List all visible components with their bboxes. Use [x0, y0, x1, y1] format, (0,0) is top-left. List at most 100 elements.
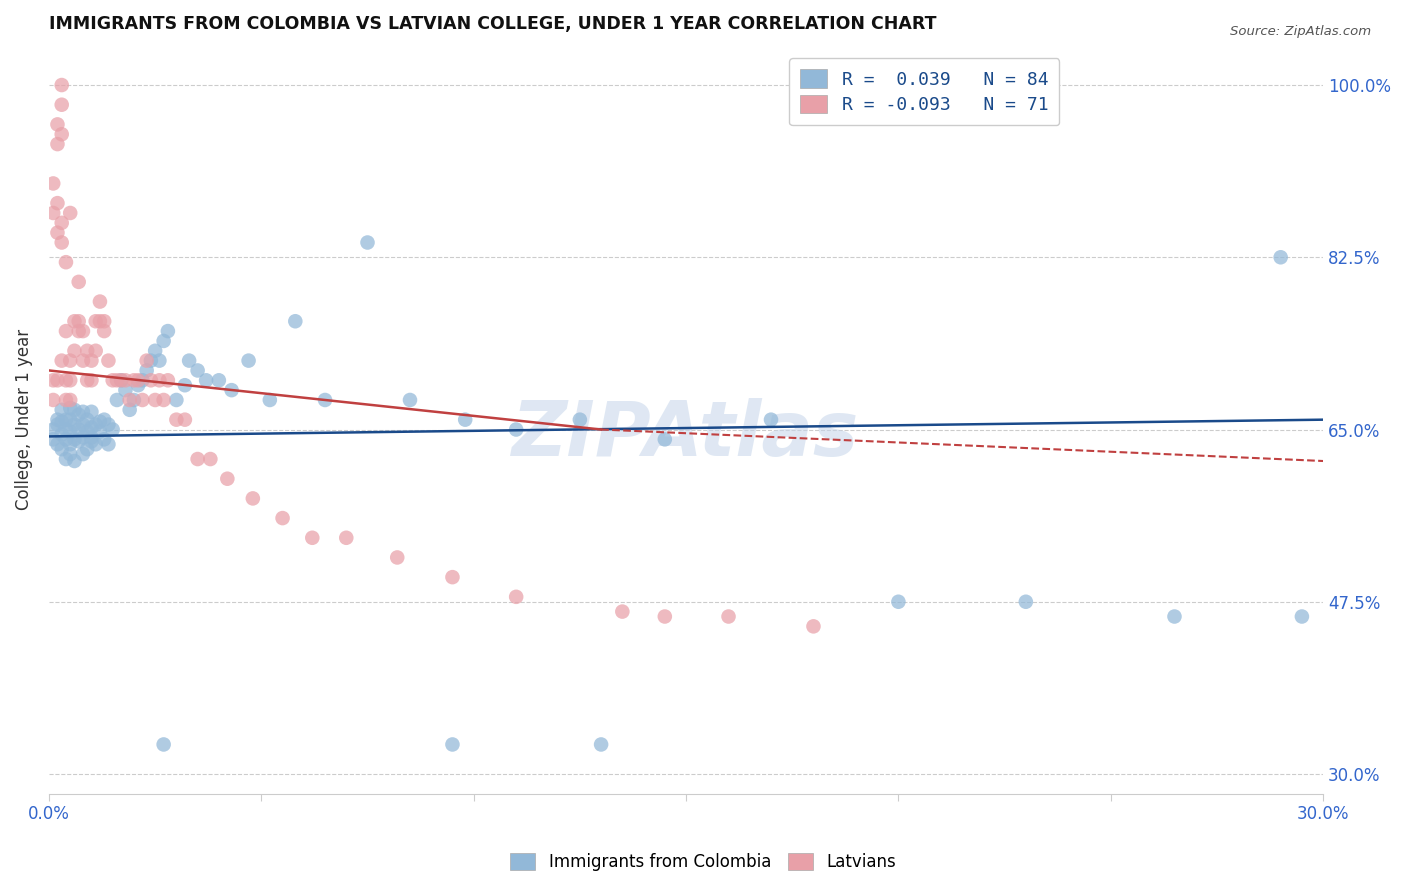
- Point: [89, 314, 111, 328]
- Point: [131, 373, 153, 387]
- Point: [55, 392, 77, 407]
- Point: [387, 550, 409, 565]
- Y-axis label: College, Under 1 year: College, Under 1 year: [15, 329, 32, 510]
- Point: [80, 373, 103, 387]
- Point: [59, 353, 82, 368]
- Point: [46, 137, 69, 152]
- Point: [42, 206, 65, 220]
- Point: [63, 433, 86, 447]
- Point: [80, 353, 103, 368]
- Point: [105, 373, 128, 387]
- Point: [97, 417, 120, 432]
- Point: [1163, 609, 1185, 624]
- Point: [143, 392, 166, 407]
- Point: [335, 531, 357, 545]
- Point: [42, 177, 65, 191]
- Point: [51, 78, 73, 92]
- Point: [51, 235, 73, 250]
- Point: [93, 412, 115, 426]
- Point: [80, 434, 103, 449]
- Point: [42, 373, 65, 387]
- Point: [717, 609, 740, 624]
- Point: [173, 378, 195, 392]
- Point: [67, 314, 90, 328]
- Point: [63, 314, 86, 328]
- Point: [612, 605, 634, 619]
- Point: [187, 363, 209, 377]
- Point: [67, 324, 90, 338]
- Point: [97, 353, 120, 368]
- Point: [72, 324, 94, 338]
- Point: [67, 434, 90, 449]
- Point: [165, 392, 187, 407]
- Point: [654, 433, 676, 447]
- Point: [63, 454, 86, 468]
- Point: [173, 412, 195, 426]
- Point: [84, 437, 107, 451]
- Point: [55, 423, 77, 437]
- Point: [156, 324, 179, 338]
- Point: [195, 373, 218, 387]
- Point: [84, 343, 107, 358]
- Point: [122, 373, 145, 387]
- Point: [1291, 609, 1313, 624]
- Point: [51, 97, 73, 112]
- Point: [76, 442, 98, 457]
- Point: [148, 353, 170, 368]
- Point: [51, 415, 73, 429]
- Point: [55, 433, 77, 447]
- Point: [441, 738, 464, 752]
- Point: [76, 425, 98, 439]
- Point: [399, 392, 422, 407]
- Point: [122, 392, 145, 407]
- Point: [63, 343, 86, 358]
- Point: [76, 412, 98, 426]
- Point: [135, 353, 157, 368]
- Point: [51, 216, 73, 230]
- Point: [42, 392, 65, 407]
- Point: [314, 392, 336, 407]
- Point: [131, 392, 153, 407]
- Point: [67, 408, 90, 422]
- Point: [84, 417, 107, 432]
- Point: [55, 452, 77, 467]
- Point: [72, 353, 94, 368]
- Point: [51, 128, 73, 142]
- Point: [271, 511, 294, 525]
- Point: [1270, 250, 1292, 264]
- Point: [55, 373, 77, 387]
- Point: [105, 392, 128, 407]
- Point: [55, 324, 77, 338]
- Point: [179, 353, 201, 368]
- Point: [568, 412, 591, 426]
- Point: [46, 196, 69, 211]
- Legend: Immigrants from Colombia, Latvians: Immigrants from Colombia, Latvians: [502, 845, 904, 880]
- Point: [591, 738, 613, 752]
- Text: ZIPAtlas: ZIPAtlas: [512, 398, 859, 472]
- Point: [93, 324, 115, 338]
- Point: [1015, 595, 1038, 609]
- Point: [59, 437, 82, 451]
- Point: [759, 412, 782, 426]
- Point: [242, 491, 264, 506]
- Point: [148, 373, 170, 387]
- Point: [80, 430, 103, 444]
- Point: [454, 412, 477, 426]
- Point: [259, 392, 281, 407]
- Point: [118, 392, 141, 407]
- Point: [59, 425, 82, 439]
- Point: [89, 294, 111, 309]
- Point: [67, 423, 90, 437]
- Point: [59, 206, 82, 220]
- Point: [654, 609, 676, 624]
- Point: [127, 378, 149, 392]
- Point: [59, 401, 82, 415]
- Point: [101, 373, 124, 387]
- Point: [46, 373, 69, 387]
- Point: [51, 402, 73, 417]
- Point: [76, 343, 98, 358]
- Point: [221, 383, 243, 397]
- Text: Source: ZipAtlas.com: Source: ZipAtlas.com: [1230, 25, 1371, 38]
- Point: [46, 412, 69, 426]
- Point: [59, 373, 82, 387]
